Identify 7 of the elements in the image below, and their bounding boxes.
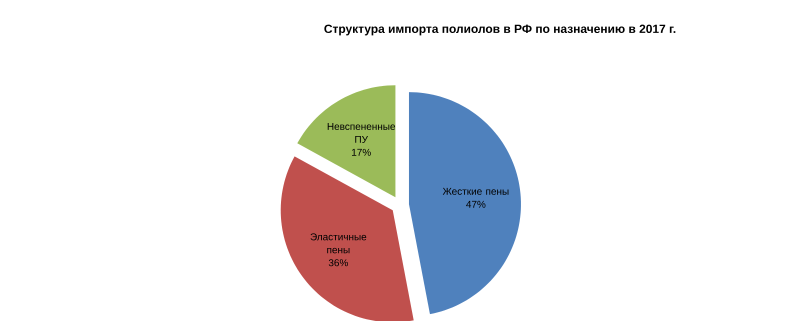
slice-label: Жесткие пены (442, 188, 508, 195)
data-label: 36% (328, 259, 348, 266)
data-label: 17% (352, 148, 371, 156)
slice-label: Эластичные пены (310, 233, 366, 254)
slice-label: Невспененные ПУ (328, 123, 396, 143)
data-label: 47% (466, 200, 486, 208)
chart-title: Структура импорта полиолов в РФ по назначению в 2017 г. (324, 24, 676, 36)
